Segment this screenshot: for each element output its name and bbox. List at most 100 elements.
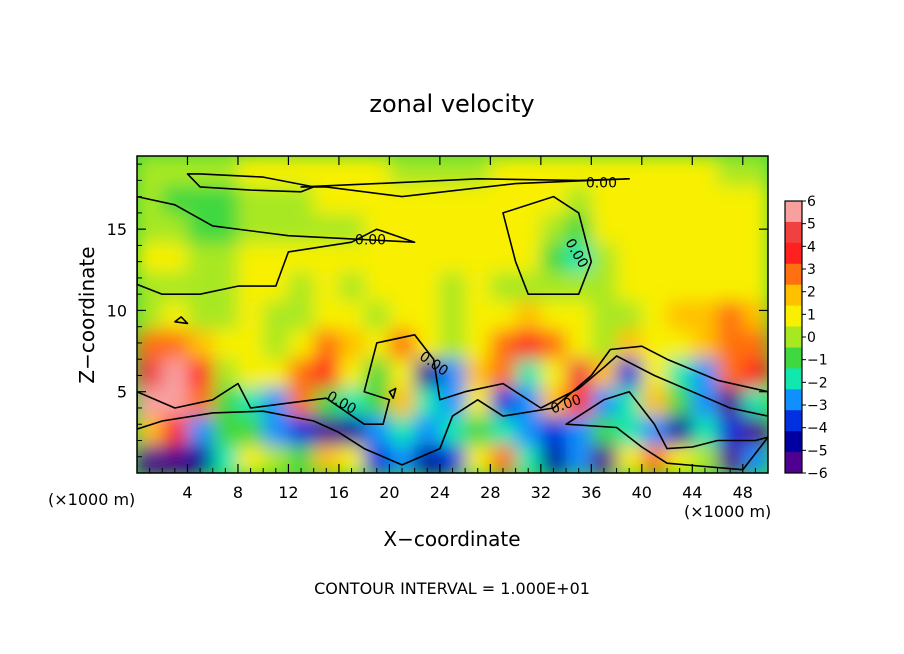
colorbar-swatch xyxy=(785,326,802,348)
heatmap-cell xyxy=(439,300,467,330)
heatmap-cell xyxy=(616,156,643,186)
x-tick-label: 48 xyxy=(733,483,753,502)
heatmap-cell xyxy=(212,156,239,186)
heatmap-cell xyxy=(313,213,340,244)
heatmap-cell xyxy=(465,184,492,215)
colorbar-swatch xyxy=(785,242,802,265)
heatmap-cell xyxy=(616,386,643,417)
heatmap-cell xyxy=(187,184,214,215)
heatmap-cell xyxy=(692,184,719,215)
heatmap-cell xyxy=(313,184,340,215)
x-tick-label: 44 xyxy=(682,483,702,502)
heatmap-cell xyxy=(566,328,593,359)
heatmap-cell xyxy=(490,444,517,473)
heatmap-cell xyxy=(490,328,517,359)
heatmap-cell xyxy=(465,213,492,244)
heatmap-cell xyxy=(641,156,668,186)
y-tick-label: 15 xyxy=(107,220,127,239)
heatmap-cell xyxy=(591,213,618,244)
heatmap-cell xyxy=(490,386,517,417)
heatmap-cell xyxy=(212,300,239,330)
heatmap-cell xyxy=(187,357,214,388)
x-tick-label: 28 xyxy=(480,483,500,502)
heatmap-cell xyxy=(389,357,416,388)
heatmap-cell xyxy=(667,328,694,359)
colorbar-swatch xyxy=(785,389,802,411)
heatmap-cell xyxy=(490,242,517,273)
heatmap-cell xyxy=(566,184,593,215)
x-tick-label: 40 xyxy=(632,483,652,502)
heatmap-cell xyxy=(667,386,694,417)
heatmap-cell xyxy=(364,184,391,215)
heatmap-cell xyxy=(465,242,492,273)
heatmap-cell xyxy=(591,184,618,215)
heatmap-cell xyxy=(742,242,768,273)
x-unit-left: (×1000 m) xyxy=(48,490,135,509)
heatmap-cell xyxy=(263,213,290,244)
heatmap-cell xyxy=(692,415,719,446)
heatmap-cell xyxy=(490,415,517,446)
contour-line xyxy=(174,316,189,325)
x-tick-label: 32 xyxy=(531,483,551,502)
heatmap-cell xyxy=(263,184,290,215)
heatmap-cell xyxy=(490,357,517,388)
heatmap-cell xyxy=(616,213,643,244)
heatmap-cell xyxy=(540,415,567,446)
heatmap-cell xyxy=(490,300,517,330)
heatmap-cell xyxy=(338,156,366,186)
y-axis-label: Z−coordinate xyxy=(75,246,99,383)
colorbar-tick-label: −3 xyxy=(807,398,828,414)
heatmap-cell xyxy=(667,184,694,215)
heatmap-cell xyxy=(692,357,719,388)
heatmap-cell xyxy=(641,328,668,359)
colorbar-tick-label: −6 xyxy=(807,466,828,482)
heatmap-cell xyxy=(187,328,214,359)
heatmap-cell xyxy=(616,271,643,302)
heatmap-cell xyxy=(717,156,744,186)
contour-line xyxy=(388,387,397,399)
colorbar-tick-label: 4 xyxy=(807,239,816,255)
colorbar-swatch xyxy=(785,305,802,327)
heatmap-cell xyxy=(566,386,593,417)
heatmap-cell xyxy=(465,328,492,359)
heatmap-cell xyxy=(313,271,340,302)
colorbar-tick-label: −4 xyxy=(807,421,828,437)
heatmap-cell xyxy=(641,184,668,215)
heatmap-cell xyxy=(742,156,768,186)
colorbar-tick-label: 3 xyxy=(807,262,816,278)
x-tick-label: 36 xyxy=(581,483,601,502)
heatmap-cell xyxy=(692,213,719,244)
colorbar-tick-label: −1 xyxy=(807,353,828,369)
heatmap-cell xyxy=(692,300,719,330)
heatmap-cell xyxy=(162,386,189,417)
heatmap-cell xyxy=(591,300,618,330)
heatmap-cell xyxy=(414,415,441,446)
heatmap-cell xyxy=(364,156,391,186)
colorbar-tick-label: −2 xyxy=(807,375,828,391)
heatmap-cell xyxy=(187,386,214,417)
heatmap-cell xyxy=(364,271,391,302)
heatmap-cell xyxy=(540,213,567,244)
heatmap-cell xyxy=(364,213,391,244)
heatmap-cell xyxy=(717,213,744,244)
heatmap-cell xyxy=(288,242,315,273)
heatmap-cell xyxy=(187,242,214,273)
heatmap-cell xyxy=(591,357,618,388)
colorbar-swatch xyxy=(785,201,802,223)
x-tick-label: 8 xyxy=(233,483,243,502)
heatmap-cell xyxy=(162,357,189,388)
heatmap-cell xyxy=(238,242,265,273)
x-tick-label: 24 xyxy=(430,483,450,502)
colorbar-swatch xyxy=(785,263,802,286)
colorbar-swatch xyxy=(785,221,802,244)
heatmap-cell xyxy=(667,156,694,186)
heatmap-cell xyxy=(641,271,668,302)
heatmap-cell xyxy=(566,271,593,302)
heatmap-cell xyxy=(717,242,744,273)
heatmap-cell xyxy=(313,156,340,186)
heatmap-cell xyxy=(465,271,492,302)
contour-lines xyxy=(137,173,768,471)
colorbar: 6 5 4 3 2 1 0 −1 −2 −3 −4 −5 −6 xyxy=(784,194,828,482)
heatmap-cell xyxy=(187,271,214,302)
